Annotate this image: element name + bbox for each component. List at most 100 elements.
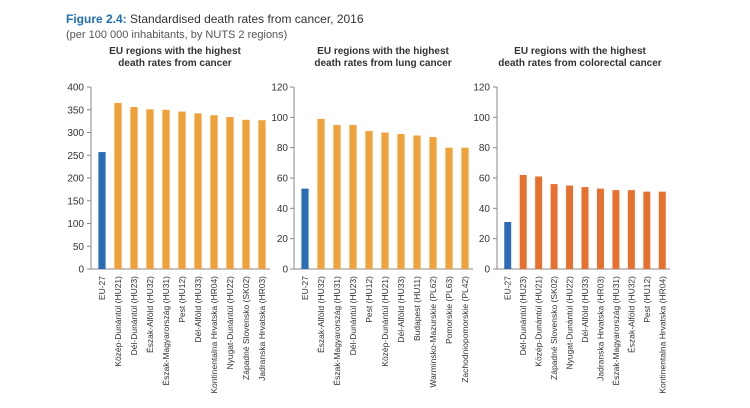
x-tick-label: Közép-Dunántúl (HU21) [534,276,544,367]
figure-number: Figure 2.4: [66,12,127,26]
x-tick-label: Nyugat-Dunántúl (HU22) [225,276,235,370]
bar [627,190,635,269]
bar [413,135,421,269]
y-tick-label: 120 [473,83,490,94]
y-tick-label: 60 [277,174,289,185]
x-tick-label: Západné Slovensko (SK02) [241,276,251,380]
x-tick-label: Észak-Alföld (HU32) [316,276,326,353]
y-tick-label: 300 [67,128,84,139]
x-tick-label: Pest (HU12) [642,276,652,323]
x-tick-label: Pomorskie (PL63) [444,276,454,344]
x-tick-label: Észak-Magyarország (HU31) [161,276,171,386]
bar [349,124,357,270]
bar [612,190,620,269]
x-tick-label: Dél-Alföld (HU33) [396,276,406,343]
bar [242,119,250,269]
x-tick-label: Zachodniopomorskie (PL42) [460,276,470,383]
figure-title: Figure 2.4: Standardised death rates fro… [66,12,364,26]
bar [114,102,122,269]
bar [146,109,154,269]
y-tick-label: 0 [282,265,288,276]
y-tick-label: 40 [479,204,491,215]
y-tick-label: 100 [271,113,288,124]
chart-title-line: EU regions with the highest [514,46,646,57]
bar [162,109,170,269]
bar [301,188,309,269]
x-tick-label: EU-27 [503,276,513,300]
x-tick-label: Dél-Alföld (HU33) [580,276,590,343]
bar [333,124,341,270]
x-tick-label: Pest (HU12) [364,276,374,323]
chart-title-line: death rates from colorectal cancer [498,58,662,69]
x-tick-label: Budapest (HU11) [412,276,422,341]
bar [658,191,666,269]
x-tick-label: Észak-Alföld (HU32) [145,276,155,353]
y-tick-label: 400 [67,83,84,94]
x-tick-label: Dél-Alföld (HU33) [193,276,203,343]
y-tick-label: 200 [67,174,84,185]
x-tick-label: Közép-Dunántúl (HU21) [380,276,390,367]
x-tick-label: Jadranska Hrvatska (HR03) [595,276,605,381]
bar [381,132,389,269]
chart-title-line: EU regions with the highest [109,46,241,57]
y-tick-label: 20 [277,234,289,245]
x-tick-label: EU-27 [97,276,107,300]
y-tick-label: 100 [67,219,84,230]
y-tick-label: 80 [479,143,491,154]
y-tick-label: 120 [271,83,288,94]
x-tick-label: Dél-Dunántúl (HU23) [348,276,358,356]
y-tick-label: 20 [479,234,491,245]
y-tick-label: 250 [67,151,84,162]
y-tick-label: 0 [78,265,84,276]
bar [210,115,218,270]
x-tick-label: Západné Slovensko (SK02) [549,276,559,380]
x-tick-label: Közép-Dunántúl (HU21) [113,276,123,367]
y-tick-label: 50 [73,242,85,253]
x-tick-label: Jadranska Hrvatska (HR03) [257,276,267,381]
bar [445,147,453,269]
bar [535,176,543,269]
bar [429,137,437,269]
y-tick-label: 0 [484,265,490,276]
y-tick-label: 60 [479,174,491,185]
x-tick-label: Észak-Magyarország (HU31) [332,276,342,386]
chart-title-line: death rates from lung cancer [314,58,451,69]
y-tick-label: 100 [473,113,490,124]
y-tick-label: 40 [277,204,289,215]
bar [98,152,106,269]
bar [461,147,469,269]
bar [178,111,186,269]
bar [519,174,527,269]
x-tick-label: Warminsko-Mazurskie (PL62) [428,276,438,388]
x-tick-label: Kontinentalna Hrvatska (HR04) [209,276,219,394]
bar [566,185,574,269]
bar [581,187,589,269]
bar [194,113,202,269]
figure-subtitle: (per 100 000 inhabitants, by NUTS 2 regi… [66,29,288,41]
x-tick-label: EU-27 [300,276,310,300]
bar [504,221,512,269]
chart-title-line: death rates from cancer [118,58,231,69]
y-tick-label: 350 [67,105,84,116]
x-tick-label: Észak-Alföld (HU32) [626,276,636,353]
bar [643,191,651,269]
chart-title-line: EU regions with the highest [317,46,449,57]
x-tick-label: Dél-Dunántúl (HU23) [518,276,528,356]
bar [596,188,604,269]
bar [130,107,138,270]
bar [317,118,325,269]
bar [550,184,558,269]
y-tick-label: 150 [67,196,84,207]
x-tick-label: Észak-Magyarország (HU31) [611,276,621,386]
x-tick-label: Pest (HU12) [177,276,187,323]
bar [365,130,373,269]
bar [397,134,405,269]
figure-title-text: Standardised death rates from cancer, 20… [130,12,364,26]
x-tick-label: Kontinentalna Hrvatska (HR04) [657,276,667,394]
x-tick-label: Nyugat-Dunántúl (HU22) [565,276,575,370]
bar [258,120,266,269]
